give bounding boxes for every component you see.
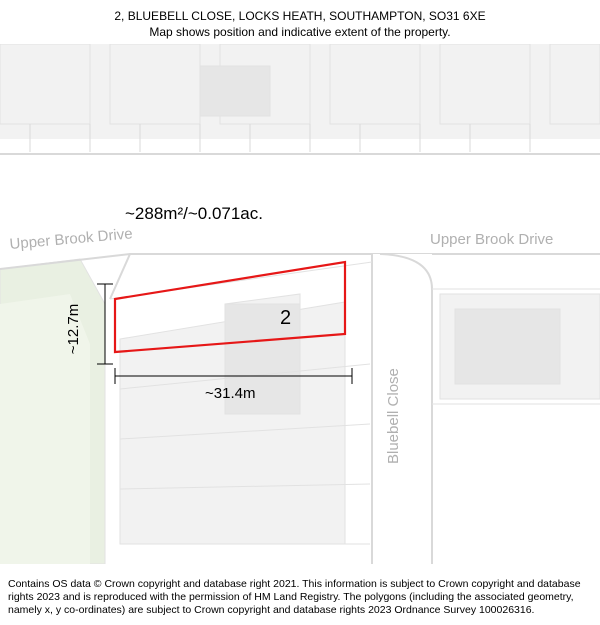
street-label: Bluebell Close (385, 368, 402, 464)
header-address: 2, BLUEBELL CLOSE, LOCKS HEATH, SOUTHAMP… (10, 8, 590, 24)
dimension-height: ~12.7m (65, 304, 82, 354)
dimension-width: ~31.4m (205, 385, 255, 402)
header-subtitle: Map shows position and indicative extent… (10, 24, 590, 40)
copyright-notice: Contains OS data © Crown copyright and d… (0, 572, 600, 625)
map-svg: Upper Brook DriveUpper Brook DriveBluebe… (0, 44, 600, 564)
header: 2, BLUEBELL CLOSE, LOCKS HEATH, SOUTHAMP… (0, 0, 600, 44)
area-label: ~288m²/~0.071ac. (125, 204, 263, 223)
street-label: Upper Brook Drive (430, 231, 553, 248)
house-number: 2 (280, 307, 291, 329)
property-map: Upper Brook DriveUpper Brook DriveBluebe… (0, 44, 600, 564)
